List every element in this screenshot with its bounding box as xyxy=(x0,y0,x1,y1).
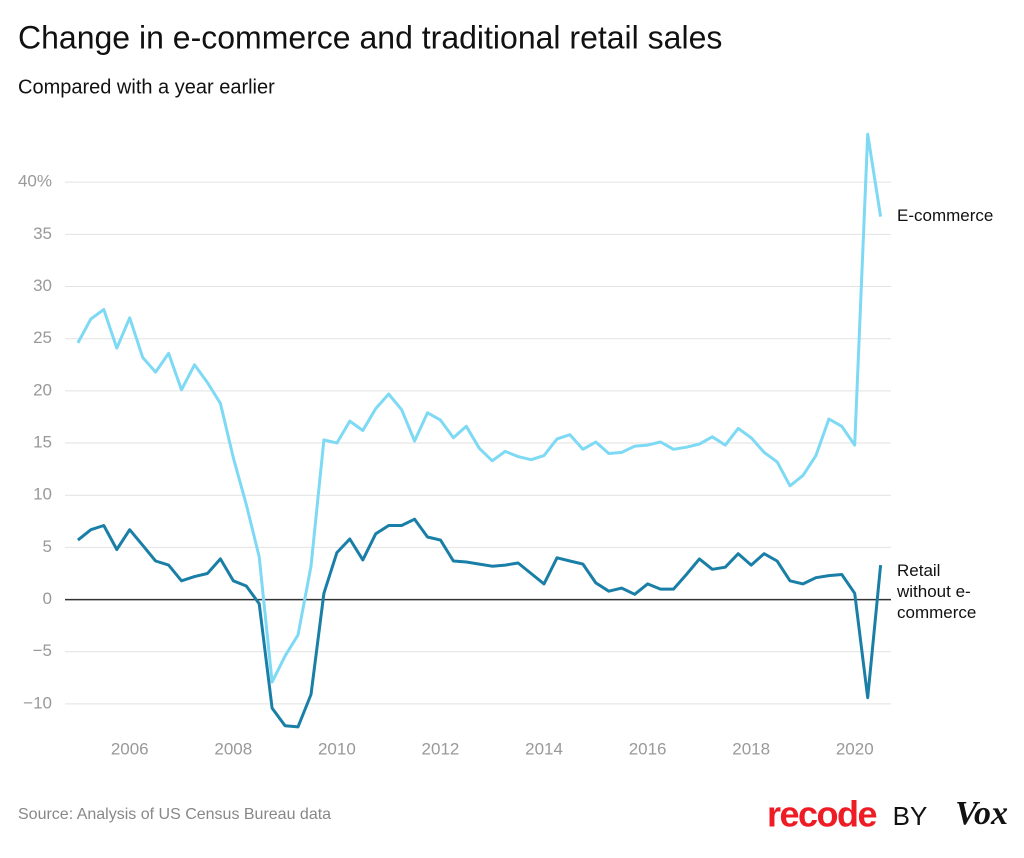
credit-by: BY xyxy=(893,801,928,831)
x-tick-label: 2018 xyxy=(732,739,770,758)
y-tick-label: −5 xyxy=(33,641,52,660)
y-tick-label: 30 xyxy=(33,276,52,295)
series-line xyxy=(76,132,883,684)
series-label: Retail without e-commerce xyxy=(897,561,977,622)
chart-title: Change in e-commerce and traditional ret… xyxy=(18,19,722,55)
y-tick-label: 35 xyxy=(33,224,52,243)
y-tick-label: 15 xyxy=(33,433,52,452)
y-tick-label: 5 xyxy=(43,537,52,556)
series-line xyxy=(76,517,883,729)
x-tick-label: 2020 xyxy=(836,739,874,758)
source-note: Source: Analysis of US Census Bureau dat… xyxy=(18,806,331,823)
series-label: E-commerce xyxy=(897,206,994,225)
brand-logo: recode xyxy=(767,794,877,835)
y-tick-label: 20 xyxy=(33,380,52,399)
x-tick-label: 2016 xyxy=(629,739,667,758)
y-tick-label: 10 xyxy=(33,485,52,504)
x-tick-label: 2008 xyxy=(214,739,252,758)
x-tick-label: 2014 xyxy=(525,739,563,758)
y-tick-label: 25 xyxy=(33,328,52,347)
x-tick-label: 2012 xyxy=(422,739,460,758)
x-tick-label: 2006 xyxy=(111,739,149,758)
chart-subtitle: Compared with a year earlier xyxy=(18,76,275,98)
publisher-logo: Vox xyxy=(955,795,1008,832)
y-tick-label: 0 xyxy=(43,589,52,608)
y-tick-label: 40% xyxy=(18,172,52,191)
y-tick-label: −10 xyxy=(23,693,52,712)
x-tick-label: 2010 xyxy=(318,739,356,758)
